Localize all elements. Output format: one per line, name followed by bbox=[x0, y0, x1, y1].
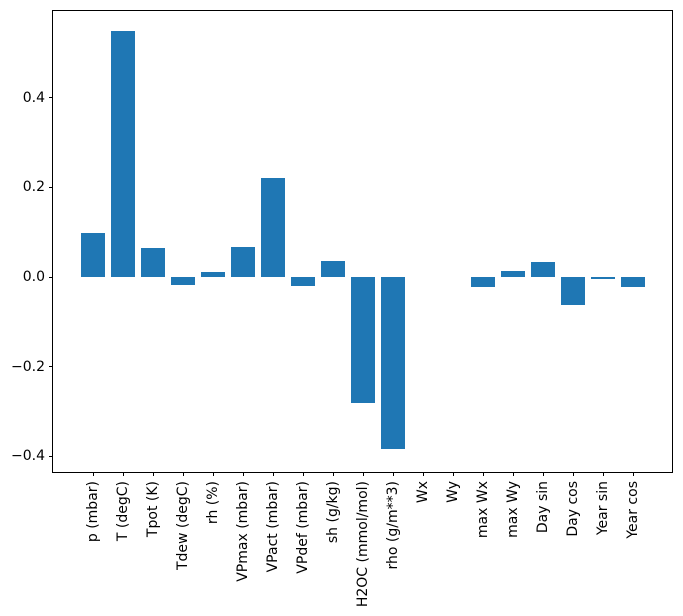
bar-rho-g-m-3 bbox=[381, 277, 405, 450]
bar-t-degc bbox=[111, 31, 135, 277]
y-tick-label: −0.2 bbox=[11, 358, 45, 375]
bar-p-mbar bbox=[81, 233, 105, 277]
x-tick-mark bbox=[332, 472, 334, 476]
x-tick-label: rh (%) bbox=[205, 481, 221, 525]
bar-vpdef-mbar bbox=[291, 277, 315, 286]
bar-rh bbox=[201, 272, 225, 277]
bar-year-cos bbox=[621, 277, 645, 287]
x-tick-label: Day sin bbox=[535, 481, 551, 534]
x-tick-label: max Wx bbox=[475, 481, 491, 539]
x-tick-mark bbox=[242, 472, 244, 476]
x-tick-mark bbox=[212, 472, 214, 476]
y-tick-mark bbox=[49, 97, 53, 99]
plot-area bbox=[52, 10, 673, 473]
bar-max-wx bbox=[471, 277, 495, 288]
y-tick-mark bbox=[49, 366, 53, 368]
x-tick-mark bbox=[92, 472, 94, 476]
bar-day-sin bbox=[531, 261, 555, 277]
bar-year-sin bbox=[591, 277, 615, 279]
x-tick-label: max Wy bbox=[505, 481, 521, 538]
y-tick-mark bbox=[49, 455, 53, 457]
y-tick-label: −0.4 bbox=[11, 448, 45, 465]
x-tick-mark bbox=[152, 472, 154, 476]
x-tick-label: Year cos bbox=[625, 481, 641, 539]
x-tick-label: Wx bbox=[415, 481, 431, 504]
bar-vpact-mbar bbox=[261, 177, 285, 277]
bar-day-cos bbox=[561, 277, 585, 305]
x-tick-label: rho (g/m**3) bbox=[385, 481, 401, 570]
x-tick-label: VPact (mbar) bbox=[265, 481, 281, 573]
bar-sh-g-kg bbox=[321, 261, 345, 277]
x-tick-label: Tpot (K) bbox=[145, 481, 161, 538]
x-tick-label: Tdew (degC) bbox=[175, 481, 191, 571]
bar-max-wy bbox=[501, 270, 525, 277]
x-tick-mark bbox=[512, 472, 514, 476]
x-tick-label: sh (g/kg) bbox=[325, 481, 341, 544]
y-tick-mark bbox=[49, 186, 53, 188]
x-tick-mark bbox=[482, 472, 484, 476]
x-tick-label: p (mbar) bbox=[85, 481, 101, 543]
bar-h2oc-mmol-mol bbox=[351, 277, 375, 403]
x-tick-mark bbox=[392, 472, 394, 476]
x-tick-label: Day cos bbox=[565, 481, 581, 537]
x-tick-mark bbox=[182, 472, 184, 476]
bar-tdew-degc bbox=[171, 277, 195, 286]
x-tick-mark bbox=[602, 472, 604, 476]
x-tick-mark bbox=[122, 472, 124, 476]
x-tick-label: Year sin bbox=[595, 481, 611, 536]
x-tick-mark bbox=[572, 472, 574, 476]
x-tick-label: H2OC (mmol/mol) bbox=[355, 481, 371, 608]
y-tick-mark bbox=[49, 276, 53, 278]
x-tick-mark bbox=[362, 472, 364, 476]
x-tick-mark bbox=[542, 472, 544, 476]
x-tick-mark bbox=[452, 472, 454, 476]
x-tick-mark bbox=[422, 472, 424, 476]
x-tick-label: VPmax (mbar) bbox=[235, 481, 251, 582]
x-tick-mark bbox=[272, 472, 274, 476]
x-tick-mark bbox=[632, 472, 634, 476]
bar-tpot-k bbox=[141, 248, 165, 277]
x-tick-mark bbox=[302, 472, 304, 476]
bar-vpmax-mbar bbox=[231, 246, 255, 277]
x-tick-label: VPdef (mbar) bbox=[295, 481, 311, 574]
y-tick-label: 0.4 bbox=[22, 89, 45, 106]
y-tick-label: 0.2 bbox=[22, 179, 45, 196]
y-tick-label: 0.0 bbox=[22, 269, 45, 285]
x-tick-label: Wy bbox=[445, 481, 461, 503]
x-tick-label: T (degC) bbox=[115, 481, 131, 542]
